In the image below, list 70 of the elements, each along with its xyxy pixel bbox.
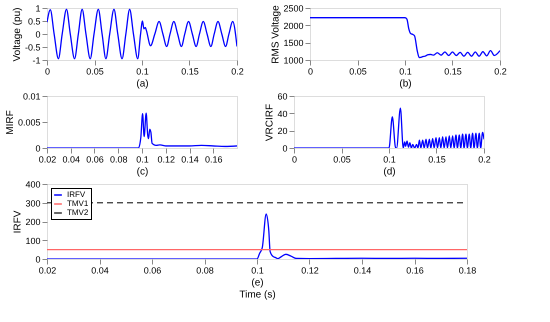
x-tick-label: 0.04 (62, 154, 80, 164)
y-tick-label: 1500 (283, 38, 304, 48)
x-tick-label: 0.2 (231, 66, 244, 76)
x-tick-label: 0.12 (157, 154, 176, 164)
x-axis-title: (d) (383, 166, 396, 178)
x-tick-label: 0.18 (458, 266, 476, 276)
y-tick-label: 2500 (283, 4, 304, 14)
x-tick-label: 0 (308, 66, 314, 76)
x-tick-label: 0.02 (38, 154, 56, 164)
x-tick-label: 0.12 (301, 266, 319, 276)
x-tick-label: 0.05 (349, 66, 367, 76)
y-axis-title: RMS Voltage (270, 4, 282, 64)
y-tick-label: 1 (35, 4, 40, 14)
x-tick-label: 0.14 (181, 154, 199, 164)
legend-label: TMV2 (67, 208, 89, 217)
x-tick-label: 0.08 (196, 266, 214, 276)
legend-label: TMV1 (67, 199, 89, 208)
x-tick-label: 0.08 (110, 154, 128, 164)
x-tick-label: 0.15 (181, 66, 199, 76)
y-tick-label: 40 (277, 108, 288, 119)
y-tick-label: 0 (282, 144, 288, 154)
x-tick-label: 0 (44, 66, 50, 76)
x-tick-label: 0.2 (478, 154, 491, 164)
x-tick-label: 0.1 (399, 66, 412, 76)
y-tick-label: -1 (32, 56, 40, 66)
line-series (47, 112, 237, 148)
x-tick-label: 0.1 (136, 66, 149, 76)
x-tick-label: 0.1 (251, 266, 264, 276)
y-tick-label: 60 (277, 92, 288, 102)
x-tick-label: 0.05 (86, 66, 104, 76)
y-tick-label: 0.5 (28, 16, 40, 26)
y-tick-label: 0 (35, 144, 40, 154)
y-tick-label: 20 (277, 126, 288, 136)
x-tick-label: 0.1 (383, 154, 396, 164)
x-tick-label: 0.15 (428, 154, 446, 164)
x-tick-label: 0.04 (91, 266, 109, 276)
x-tick-label: 0.14 (354, 266, 372, 276)
y-tick-label: 100 (25, 236, 40, 246)
x-axis-title: (a) (136, 78, 149, 90)
y-tick-label: 0 (35, 30, 40, 40)
x-tick-label: 0.06 (144, 266, 162, 276)
x-tick-label: 0.02 (38, 266, 56, 276)
y-tick-label: 300 (25, 198, 40, 208)
y-axis-title: Voltage (pu) (12, 8, 23, 62)
y-axis-title: VRCIRF (264, 104, 276, 142)
line-series (47, 8, 237, 60)
x-axis-title: (e) Time (s) (239, 278, 276, 300)
line-series (294, 107, 484, 148)
x-tick-label: 0.16 (204, 154, 223, 164)
x-tick-label: 0.15 (444, 66, 462, 76)
y-tick-label: 0 (35, 254, 40, 264)
y-tick-label: 200 (25, 217, 40, 227)
x-tick-label: 0.1 (136, 154, 149, 164)
y-tick-label: 0.005 (18, 118, 40, 128)
x-tick-label: 0.2 (494, 66, 507, 76)
y-tick-label: -0.5 (24, 42, 40, 52)
x-tick-label: 0.05 (333, 154, 351, 164)
y-axis-title: IRFV (12, 210, 24, 234)
x-axis-title: (c) (136, 166, 148, 178)
y-axis-title: MIRF (4, 110, 16, 135)
x-axis-title: (b) (399, 78, 412, 90)
x-tick-label: 0.16 (406, 266, 424, 276)
line-series (310, 17, 500, 58)
x-tick-label: 0.06 (86, 154, 104, 164)
line-series (47, 213, 467, 259)
y-tick-label: 1000 (283, 56, 304, 66)
legend-label: IRFV (67, 190, 86, 199)
y-tick-label: 400 (25, 180, 40, 190)
y-tick-label: 2000 (283, 20, 304, 31)
y-tick-label: 0.01 (22, 92, 40, 102)
